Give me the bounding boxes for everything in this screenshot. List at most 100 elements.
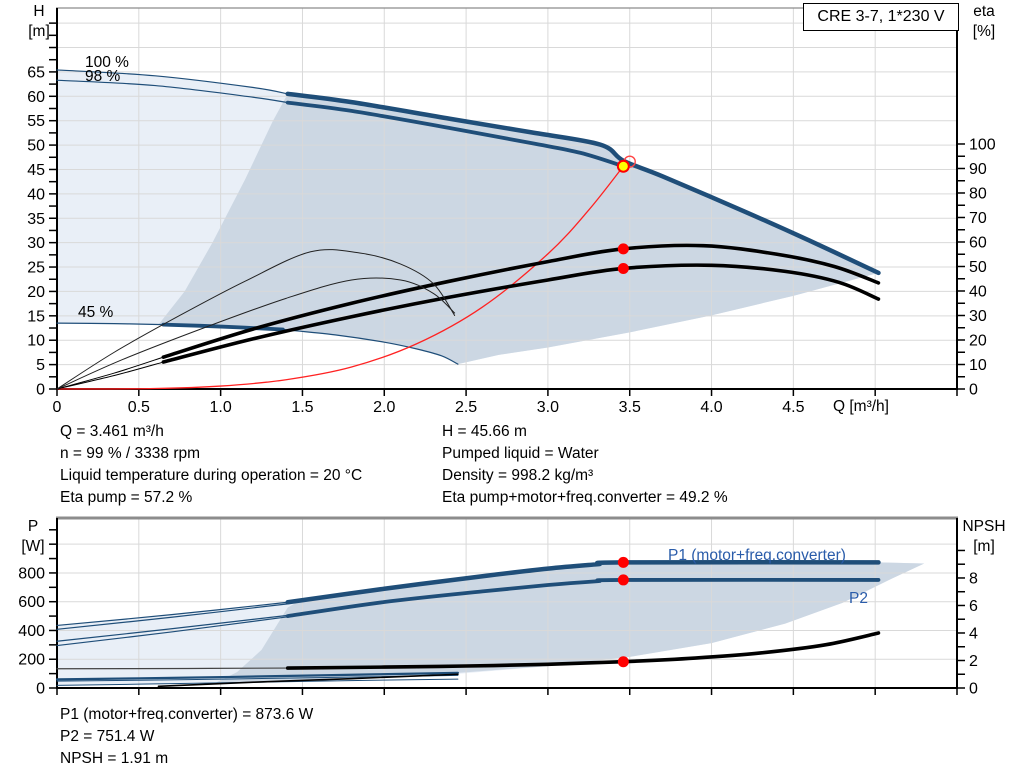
p2-curve-label: P2 — [849, 590, 868, 607]
eta-pump-lead — [56, 356, 164, 390]
result-npsh: NPSH = 1.91 m — [60, 750, 169, 767]
operating-point — [616, 159, 630, 173]
x-tick-label: 2.5 — [455, 399, 477, 416]
result-density: Density = 998.2 kg/m³ — [442, 467, 594, 484]
p1-lead-a — [56, 601, 289, 627]
eta-total-point — [617, 262, 629, 274]
y-tick-label: 50 — [27, 138, 45, 155]
y-tick-label: 70 — [969, 210, 987, 227]
y-tick-label: 30 — [969, 308, 987, 325]
y-tick-label: 0 — [969, 382, 978, 399]
h-axis-label: H [m] — [28, 3, 50, 40]
power-plot-area[interactable] — [57, 518, 957, 688]
y-tick-label: 400 — [18, 623, 45, 640]
eta-pump — [161, 243, 881, 359]
y-tick-label: 6 — [969, 598, 978, 615]
qh-plot-area[interactable] — [57, 8, 957, 389]
head-45pct — [161, 322, 285, 332]
results-bottom: P1 (motor+freq.converter) = 873.6 W P2 =… — [60, 704, 313, 770]
y-tick-label: 200 — [18, 652, 45, 669]
eta-45pct-b — [56, 277, 456, 390]
eta-45pct — [56, 249, 456, 390]
result-eta-total: Eta pump+motor+freq.converter = 49.2 % — [442, 489, 728, 506]
y-tick-label: 4 — [969, 625, 978, 642]
p-min-a — [55, 671, 460, 681]
npsh-axis-label: NPSH [m] — [962, 518, 1006, 555]
p2-curve — [285, 577, 881, 618]
y-tick-label: 35 — [27, 211, 45, 228]
system-curve — [56, 165, 624, 390]
x-tick-label: 1.5 — [291, 399, 313, 416]
y-tick-label: 0 — [36, 382, 45, 399]
eta-axis-label: eta [%] — [972, 3, 996, 40]
y-tick-label: 20 — [27, 284, 45, 301]
y-tick-label: 40 — [27, 186, 45, 203]
x-tick-label: 3.0 — [537, 399, 559, 416]
eta-total — [161, 263, 881, 364]
results-top-left: Q = 3.461 m³/h n = 99 % / 3338 rpm Liqui… — [60, 421, 362, 509]
x-tick-label: 1.0 — [210, 399, 232, 416]
x-tick-label: 3.5 — [619, 399, 641, 416]
y-tick-label: 0 — [36, 681, 45, 698]
p1-curve-label: P1 (motor+freq.converter) — [668, 547, 846, 564]
y-tick-label: 65 — [27, 64, 45, 81]
results-top-right: H = 45.66 m Pumped liquid = Water Densit… — [442, 421, 728, 509]
y-tick-label: 5 — [36, 357, 45, 374]
q-axis-label: Q [m³/h] — [833, 398, 889, 415]
speed-100-label: 100 % — [85, 54, 129, 71]
x-tick-label: 4.5 — [782, 399, 804, 416]
x-tick-label: 0.5 — [128, 399, 150, 416]
result-n: n = 99 % / 3338 rpm — [60, 445, 201, 462]
p1-lead-b — [56, 603, 289, 630]
y-tick-label: 60 — [969, 234, 987, 251]
npsh-point — [617, 656, 629, 668]
npsh-curve — [285, 631, 881, 670]
power-envelope-dark — [212, 562, 925, 685]
npsh-min — [157, 673, 459, 688]
y-tick-label: 20 — [969, 332, 987, 349]
y-tick-label: 10 — [969, 357, 987, 374]
result-p2: P2 = 751.4 W — [60, 728, 155, 745]
result-h: H = 45.66 m — [442, 423, 527, 440]
eta-total-lead — [56, 361, 164, 390]
p1-curve — [285, 559, 881, 605]
result-q: Q = 3.461 m³/h — [60, 423, 164, 440]
p2-lead-b — [56, 616, 289, 647]
x-tick-label: 0 — [53, 399, 62, 416]
result-p1: P1 (motor+freq.converter) = 873.6 W — [60, 706, 314, 723]
head-98pct — [285, 100, 626, 169]
y-tick-label: 100 — [969, 136, 996, 153]
y-tick-label: 80 — [969, 185, 987, 202]
y-tick-label: 600 — [18, 594, 45, 611]
y-tick-label: 50 — [969, 259, 987, 276]
head-45pct-lead — [56, 322, 164, 326]
p1-point — [617, 556, 629, 568]
speed-98-label: 98 % — [85, 68, 121, 85]
x-tick-label: 4.0 — [700, 399, 722, 416]
y-tick-label: 45 — [27, 162, 45, 179]
result-liquid-temp: Liquid temperature during operation = 20… — [60, 467, 363, 484]
head-100pct-lead — [56, 69, 289, 95]
y-tick-label: 55 — [27, 113, 45, 130]
y-tick-label: 30 — [27, 235, 45, 252]
result-eta-pump: Eta pump = 57.2 % — [60, 489, 193, 506]
x-tick-label: 2.0 — [373, 399, 395, 416]
y-tick-label: 90 — [969, 161, 987, 178]
head-100pct — [285, 91, 881, 276]
npsh-lead — [56, 667, 289, 670]
y-tick-label: 800 — [18, 565, 45, 582]
p-axis-label: P [W] — [21, 518, 45, 555]
y-tick-label: 2 — [969, 653, 978, 670]
y-tick-label: 10 — [27, 333, 45, 350]
operating-envelope-dark — [158, 93, 879, 365]
y-tick-label: 40 — [969, 283, 987, 300]
chart-title-box: CRE 3-7, 1*230 V — [803, 3, 959, 31]
y-tick-label: 8 — [969, 570, 978, 587]
head-98pct-lead — [56, 79, 289, 104]
y-tick-label: 0 — [969, 681, 978, 698]
p2-lead-a — [56, 614, 289, 642]
p2-point — [617, 574, 629, 586]
y-tick-label: 15 — [27, 308, 45, 325]
